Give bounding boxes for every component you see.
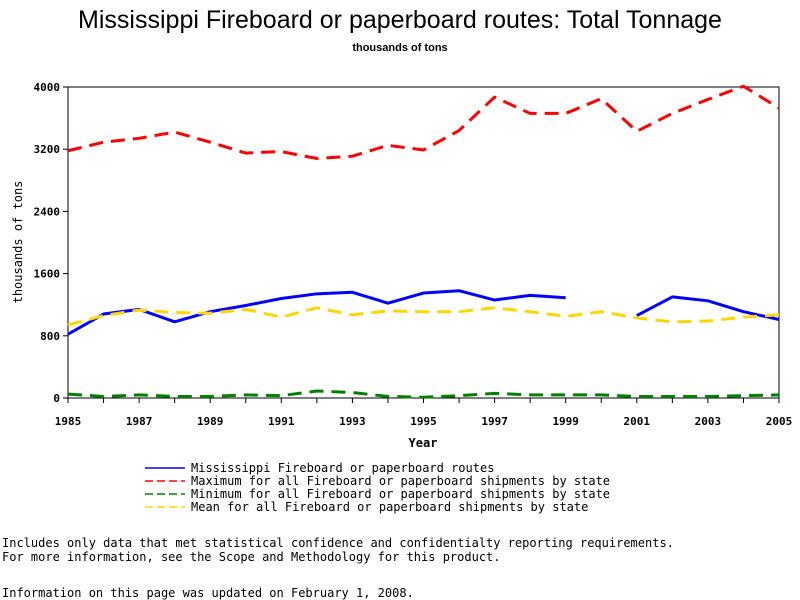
footnote-methodology: For more information, see the Scope and … xyxy=(2,550,501,564)
y-tick-label: 800 xyxy=(40,330,60,343)
y-axis-label: thousands of tons xyxy=(11,181,25,304)
series-line-2 xyxy=(67,84,780,161)
x-axis: 1985 1987 1989 1991 1993 1995 1997 1999 2001 2003… xyxy=(55,398,793,428)
series-line-3 xyxy=(67,389,780,399)
legend: Mississippi Fireboard or paperboard rout… xyxy=(145,461,610,514)
legend-label-4: Mean for all Fireboard or paperboard shi… xyxy=(191,500,588,514)
x-tick-label: 2005 xyxy=(766,415,793,428)
y-tick-label: 2400 xyxy=(34,205,61,218)
x-tick-label: 1995 xyxy=(410,415,437,428)
x-tick-label: 1989 xyxy=(197,415,224,428)
chart-subtitle: thousands of tons xyxy=(352,42,448,54)
x-tick-label: 2001 xyxy=(624,415,651,428)
y-tick-label: 4000 xyxy=(34,81,61,94)
x-tick-label: 1985 xyxy=(55,415,82,428)
x-tick-label: 1993 xyxy=(339,415,366,428)
line-chart: 1985 1987 1989 1991 1993 1995 1997 1999 2001 2003… xyxy=(11,81,793,514)
x-tick-label: 1991 xyxy=(268,415,295,428)
x-tick-label: 1999 xyxy=(552,415,579,428)
x-tick-label: 1987 xyxy=(126,415,153,428)
plot-frame xyxy=(67,86,780,399)
footnotes: Includes only data that met statistical … xyxy=(2,536,674,564)
series-line-1 xyxy=(636,295,780,321)
y-tick-label: 1600 xyxy=(34,268,61,281)
x-axis-label: Year xyxy=(409,436,438,450)
gridless-plot-area xyxy=(67,84,780,399)
legend-label-1: Mississippi Fireboard or paperboard rout… xyxy=(191,461,494,475)
legend-label-2: Maximum for all Fireboard or paperboard … xyxy=(191,474,610,488)
updated-note: Information on this page was updated on … xyxy=(2,586,414,600)
y-tick-label: 3200 xyxy=(34,143,61,156)
series-line-4 xyxy=(67,306,780,327)
series-line-1 xyxy=(67,289,566,336)
x-tick-label: 2003 xyxy=(695,415,722,428)
chart-title: Mississippi Fireboard or paperboard rout… xyxy=(78,6,722,34)
y-tick-label: 0 xyxy=(53,392,60,405)
y-axis: 0 800 1600 2400 3200 4000 xyxy=(34,81,68,405)
x-tick-label: 1997 xyxy=(481,415,508,428)
legend-label-3: Minimum for all Fireboard or paperboard … xyxy=(191,487,610,501)
footnote-confidence: Includes only data that met statistical … xyxy=(2,536,674,550)
